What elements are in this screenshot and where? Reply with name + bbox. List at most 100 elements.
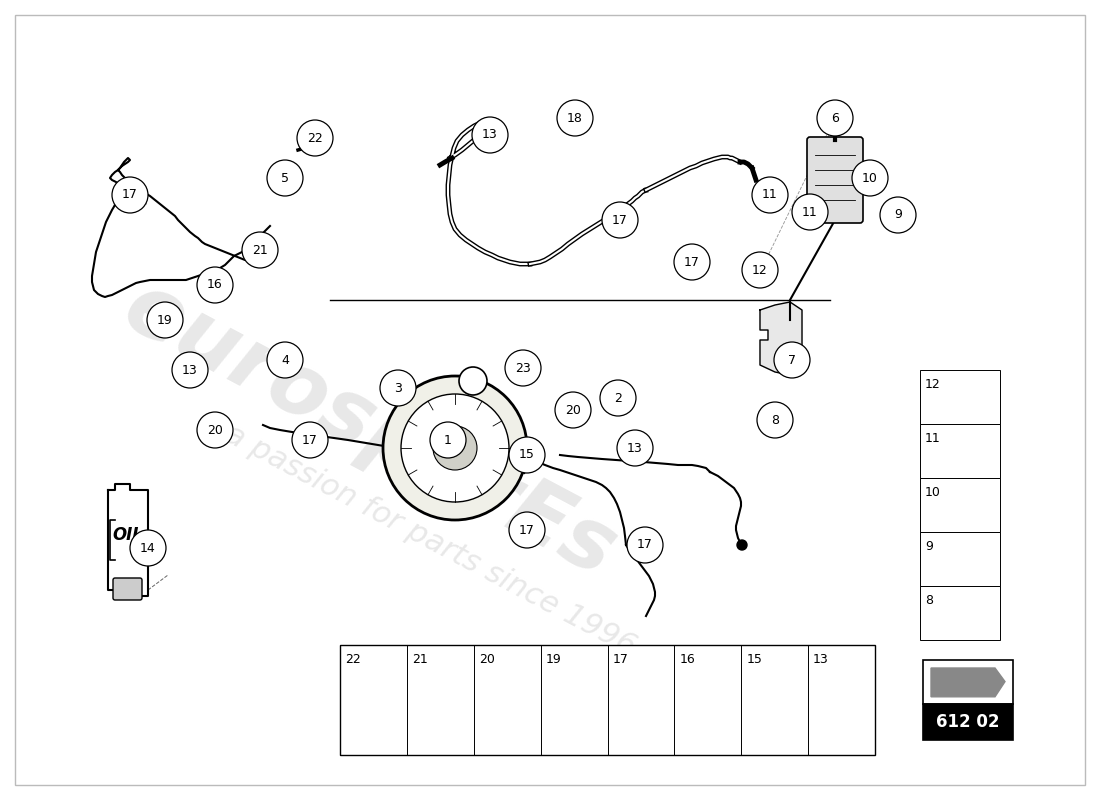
Bar — [920, 424, 1000, 478]
Text: 15: 15 — [746, 653, 762, 666]
Text: 20: 20 — [207, 423, 223, 437]
Text: 11: 11 — [802, 206, 818, 218]
Text: 13: 13 — [627, 442, 642, 454]
Text: 14: 14 — [140, 542, 156, 554]
Circle shape — [852, 160, 888, 196]
Circle shape — [172, 352, 208, 388]
Circle shape — [459, 367, 487, 395]
Circle shape — [147, 302, 183, 338]
Text: 10: 10 — [925, 486, 940, 499]
Circle shape — [627, 527, 663, 563]
Text: 3: 3 — [394, 382, 402, 394]
Text: 9: 9 — [894, 209, 902, 222]
Text: 7: 7 — [788, 354, 796, 366]
Circle shape — [297, 120, 333, 156]
Text: 17: 17 — [612, 214, 628, 226]
Polygon shape — [931, 668, 1005, 697]
Text: 13: 13 — [813, 653, 829, 666]
FancyBboxPatch shape — [807, 137, 864, 223]
Text: 6: 6 — [832, 111, 839, 125]
Text: 11: 11 — [925, 432, 940, 445]
Circle shape — [757, 402, 793, 438]
Circle shape — [130, 530, 166, 566]
Text: 20: 20 — [478, 653, 495, 666]
Circle shape — [197, 267, 233, 303]
Circle shape — [267, 243, 277, 253]
Circle shape — [267, 160, 303, 196]
Bar — [920, 532, 1000, 586]
Text: 2: 2 — [614, 391, 622, 405]
Text: a passion for parts since 1996: a passion for parts since 1996 — [220, 419, 640, 661]
Text: 21: 21 — [252, 243, 268, 257]
Text: 16: 16 — [207, 278, 223, 291]
Text: 12: 12 — [925, 378, 940, 391]
Circle shape — [509, 437, 544, 473]
Text: 16: 16 — [680, 653, 695, 666]
Circle shape — [242, 232, 278, 268]
Circle shape — [472, 117, 508, 153]
Text: 23: 23 — [515, 362, 531, 374]
Circle shape — [556, 392, 591, 428]
FancyBboxPatch shape — [113, 578, 142, 600]
Bar — [920, 478, 1000, 532]
Text: 8: 8 — [771, 414, 779, 426]
Text: 13: 13 — [482, 129, 498, 142]
Text: 21: 21 — [411, 653, 428, 666]
Bar — [920, 586, 1000, 640]
Text: 9: 9 — [925, 540, 933, 553]
Text: OIL: OIL — [112, 526, 143, 544]
Text: 12: 12 — [752, 263, 768, 277]
Text: 17: 17 — [122, 189, 138, 202]
Bar — [340, 645, 874, 755]
Circle shape — [402, 394, 509, 502]
Circle shape — [379, 370, 416, 406]
Circle shape — [505, 350, 541, 386]
Circle shape — [430, 422, 466, 458]
Circle shape — [509, 512, 544, 548]
Bar — [923, 660, 1013, 704]
Circle shape — [197, 412, 233, 448]
Circle shape — [737, 540, 747, 550]
Bar — [923, 704, 1013, 740]
Text: 18: 18 — [568, 111, 583, 125]
Polygon shape — [108, 484, 148, 598]
Text: 11: 11 — [762, 189, 778, 202]
Circle shape — [817, 100, 852, 136]
Circle shape — [742, 252, 778, 288]
Text: 17: 17 — [684, 255, 700, 269]
Polygon shape — [760, 302, 802, 375]
Text: 13: 13 — [183, 363, 198, 377]
Circle shape — [752, 177, 788, 213]
Circle shape — [602, 202, 638, 238]
Circle shape — [383, 376, 527, 520]
Text: 22: 22 — [307, 131, 323, 145]
Text: 22: 22 — [345, 653, 361, 666]
Text: 17: 17 — [302, 434, 318, 446]
Circle shape — [617, 430, 653, 466]
Circle shape — [600, 380, 636, 416]
Text: 17: 17 — [519, 523, 535, 537]
Text: 17: 17 — [637, 538, 653, 551]
Circle shape — [433, 426, 477, 470]
Circle shape — [880, 197, 916, 233]
Text: 5: 5 — [280, 171, 289, 185]
Circle shape — [112, 177, 148, 213]
Text: 8: 8 — [925, 594, 933, 607]
Text: 19: 19 — [157, 314, 173, 326]
Text: 4: 4 — [282, 354, 289, 366]
Text: 612 02: 612 02 — [936, 713, 1000, 731]
Text: 1: 1 — [444, 434, 452, 446]
Text: 20: 20 — [565, 403, 581, 417]
Circle shape — [674, 244, 710, 280]
Circle shape — [292, 422, 328, 458]
Circle shape — [557, 100, 593, 136]
Bar — [920, 370, 1000, 424]
Circle shape — [774, 342, 810, 378]
Circle shape — [792, 194, 828, 230]
Circle shape — [267, 342, 303, 378]
Text: 15: 15 — [519, 449, 535, 462]
Text: 17: 17 — [613, 653, 628, 666]
Text: 19: 19 — [546, 653, 561, 666]
Text: 10: 10 — [862, 171, 878, 185]
Text: eurosparEs: eurosparEs — [110, 266, 630, 594]
